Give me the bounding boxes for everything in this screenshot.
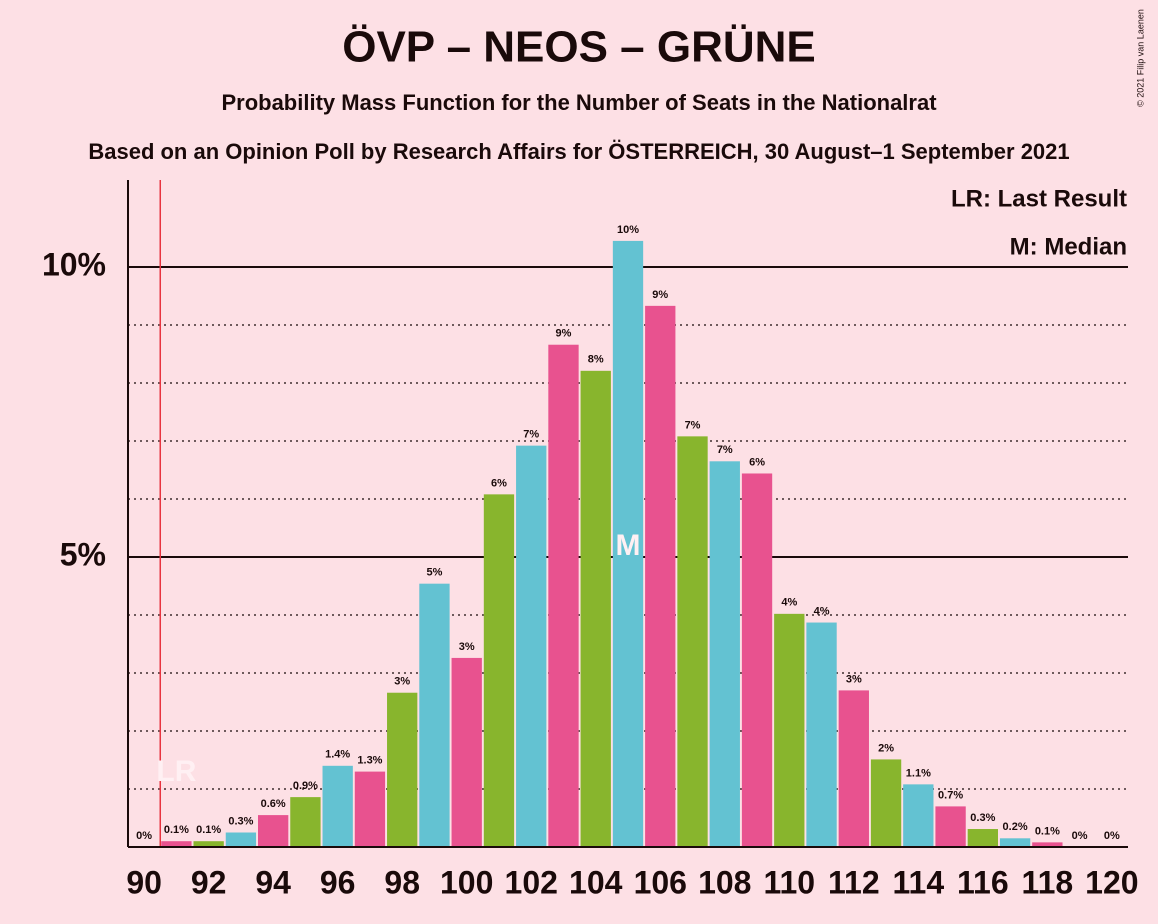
y-tick-label: 5% <box>60 536 106 572</box>
bar <box>806 622 837 847</box>
value-label: 7% <box>717 444 733 456</box>
bar <box>774 613 805 847</box>
bar <box>258 815 289 847</box>
value-label: 0.1% <box>164 824 189 836</box>
bar <box>225 832 257 847</box>
x-tick-label: 98 <box>384 864 420 900</box>
value-label: 0.9% <box>293 780 318 792</box>
value-label: 3% <box>394 676 410 688</box>
x-tick-label: 108 <box>698 864 751 900</box>
value-label: 6% <box>491 477 507 489</box>
x-tick-label: 94 <box>255 864 291 900</box>
value-label: 0.7% <box>938 789 963 801</box>
value-label: 1.4% <box>325 749 350 761</box>
bar <box>451 657 482 847</box>
last-result-marker: LR <box>156 755 196 788</box>
value-label: 9% <box>652 289 668 301</box>
bar <box>612 240 644 847</box>
value-label: 3% <box>459 641 475 653</box>
x-tick-label: 112 <box>828 864 880 900</box>
x-tick-label: 106 <box>634 864 687 900</box>
x-tick-label: 102 <box>505 864 558 900</box>
bar <box>838 690 869 847</box>
value-label: 9% <box>556 328 572 340</box>
bar <box>387 692 418 847</box>
y-tick-label: 10% <box>42 246 106 282</box>
value-label: 0% <box>136 830 152 842</box>
median-marker: M <box>616 529 641 562</box>
value-label: 1.1% <box>906 767 931 779</box>
value-label: 3% <box>846 673 862 685</box>
x-tick-label: 96 <box>320 864 356 900</box>
bar <box>483 494 515 847</box>
bar <box>999 838 1031 847</box>
value-label: 5% <box>426 567 442 579</box>
bar <box>193 841 224 847</box>
value-label: 0% <box>1072 830 1088 842</box>
x-tick-label: 114 <box>893 864 945 900</box>
legend-entry: M: Median <box>1010 233 1127 260</box>
x-tick-label: 120 <box>1085 864 1138 900</box>
chart-title: ÖVP – NEOS – GRÜNE <box>342 23 816 72</box>
x-tick-label: 100 <box>440 864 493 900</box>
value-label: 0.3% <box>970 812 995 824</box>
value-label: 4% <box>814 605 830 617</box>
bar <box>870 759 902 847</box>
x-tick-label: 110 <box>763 864 815 900</box>
value-label: 1.3% <box>357 755 382 767</box>
value-label: 0% <box>1104 830 1120 842</box>
bar <box>935 806 966 847</box>
bar <box>322 765 353 847</box>
bar <box>419 583 450 847</box>
x-tick-label: 92 <box>191 864 227 900</box>
bar <box>677 436 708 847</box>
value-label: 0.6% <box>261 798 286 810</box>
value-label: 0.1% <box>1035 825 1060 837</box>
value-label: 10% <box>617 224 639 236</box>
bar <box>1032 842 1063 847</box>
value-label: 7% <box>523 429 539 441</box>
x-tick-label: 118 <box>1022 864 1074 900</box>
bar <box>548 344 579 847</box>
value-label: 4% <box>781 597 797 609</box>
value-label: 0.2% <box>1003 821 1028 833</box>
value-label: 8% <box>588 354 604 366</box>
x-tick-label: 116 <box>957 864 1009 900</box>
value-label: 6% <box>749 456 765 468</box>
value-label: 0.3% <box>228 815 253 827</box>
bar <box>645 305 676 847</box>
value-label: 0.1% <box>196 824 221 836</box>
x-tick-label: 104 <box>569 864 623 900</box>
bar <box>903 784 934 847</box>
legend-entry: LR: Last Result <box>951 185 1127 212</box>
bar <box>709 461 740 847</box>
bar <box>741 473 773 847</box>
bar <box>290 797 321 847</box>
bar <box>516 445 547 847</box>
bar <box>967 829 998 847</box>
x-tick-label: 90 <box>126 864 162 900</box>
chart-subtitle: Probability Mass Function for the Number… <box>221 90 937 115</box>
value-label: 7% <box>685 419 701 431</box>
chart-source: Based on an Opinion Poll by Research Aff… <box>88 139 1069 164</box>
value-label: 2% <box>878 742 894 754</box>
bar <box>161 841 192 847</box>
bar <box>580 370 611 847</box>
bar <box>354 771 386 847</box>
copyright: © 2021 Filip van Laenen <box>1135 9 1145 107</box>
